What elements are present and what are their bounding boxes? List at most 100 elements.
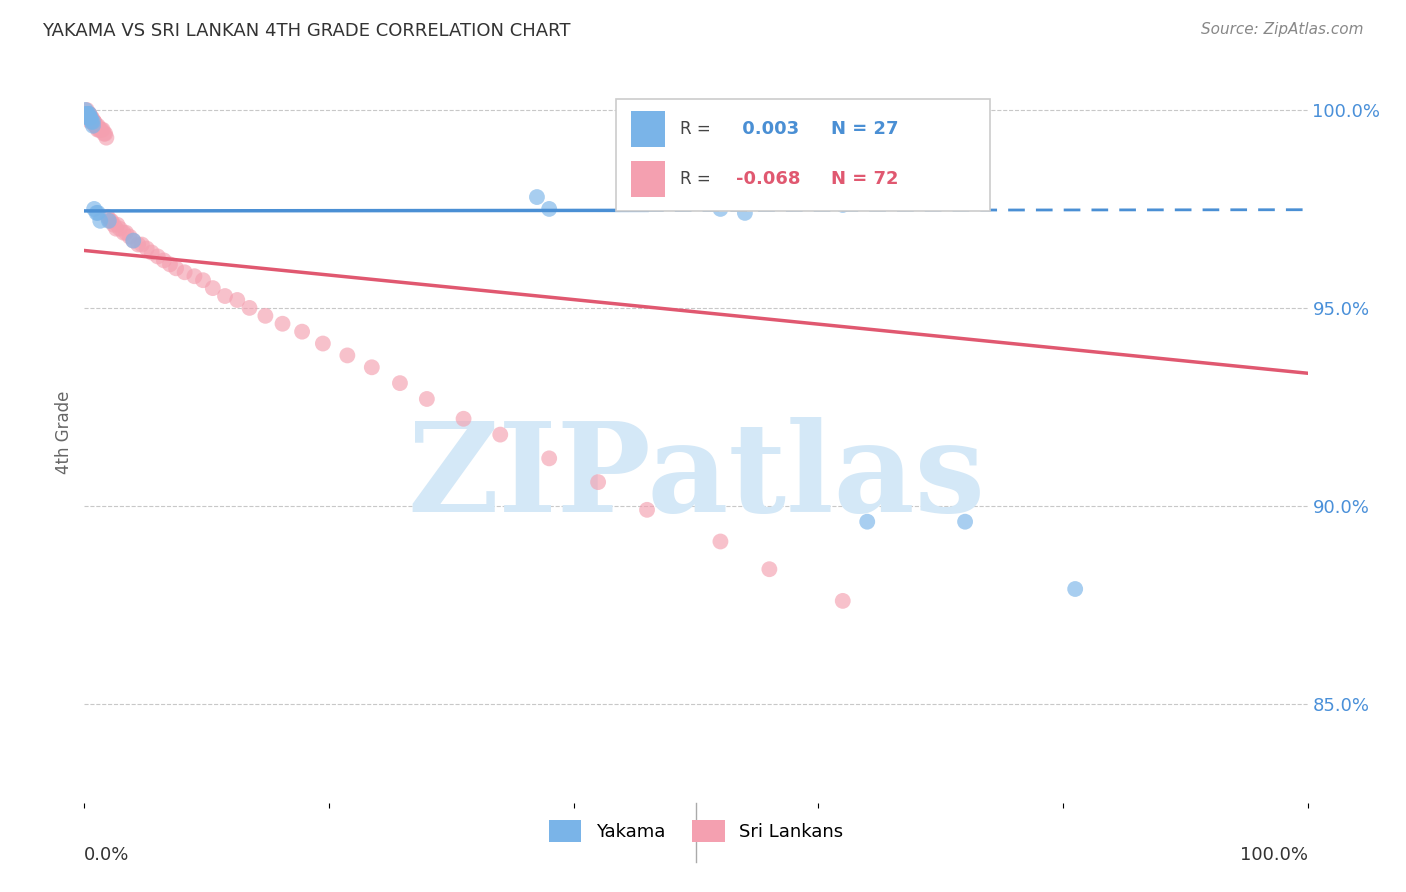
Point <box>80 111 103 125</box>
Point <box>191 273 214 287</box>
Text: -0.068: -0.068 <box>737 170 801 188</box>
Y-axis label: 4th Grade: 4th Grade <box>55 391 73 475</box>
Bar <box>631 161 665 197</box>
Point <box>87 206 110 220</box>
Text: 0.003: 0.003 <box>737 120 800 138</box>
Point <box>214 289 236 303</box>
Point <box>100 214 122 228</box>
FancyBboxPatch shape <box>616 99 990 211</box>
Point <box>201 281 224 295</box>
Text: YAKAMA VS SRI LANKAN 4TH GRADE CORRELATION CHART: YAKAMA VS SRI LANKAN 4TH GRADE CORRELATI… <box>42 22 571 40</box>
Point <box>105 218 128 232</box>
Point <box>388 376 411 391</box>
Point <box>165 261 187 276</box>
Point <box>97 214 120 228</box>
Point <box>254 309 277 323</box>
Point <box>586 475 609 489</box>
Point <box>91 122 114 136</box>
Point <box>84 119 107 133</box>
Point <box>77 107 100 121</box>
Point <box>489 427 512 442</box>
Point <box>153 253 176 268</box>
Text: R =: R = <box>681 120 711 138</box>
Point <box>87 122 110 136</box>
Point <box>526 190 548 204</box>
Point <box>453 411 475 425</box>
Point <box>709 534 731 549</box>
Text: 100.0%: 100.0% <box>1240 847 1308 864</box>
Point <box>86 206 108 220</box>
Point <box>173 265 195 279</box>
Point <box>77 107 100 121</box>
Point <box>87 122 110 136</box>
Point <box>416 392 439 406</box>
Point <box>856 515 879 529</box>
Text: ZIPatlas: ZIPatlas <box>406 417 986 538</box>
Point <box>105 221 128 235</box>
Point <box>83 115 105 129</box>
Point <box>77 111 100 125</box>
Point <box>79 111 101 125</box>
Point <box>83 115 105 129</box>
Text: 0.0%: 0.0% <box>84 847 129 864</box>
Point <box>226 293 249 307</box>
Point <box>82 115 104 129</box>
Point <box>135 242 157 256</box>
Point <box>122 234 145 248</box>
Point <box>84 119 107 133</box>
Point <box>89 214 111 228</box>
Point <box>538 451 561 466</box>
Point <box>80 111 103 125</box>
Point <box>115 226 138 240</box>
Point <box>79 111 101 125</box>
Point <box>82 119 104 133</box>
Point <box>538 202 561 216</box>
Point <box>238 301 260 315</box>
Point <box>86 119 108 133</box>
Point <box>79 111 101 125</box>
Point <box>709 202 731 216</box>
Point <box>636 503 658 517</box>
Point <box>734 206 756 220</box>
Point <box>79 115 101 129</box>
Point <box>831 594 853 608</box>
Point <box>831 198 853 212</box>
Point <box>77 107 100 121</box>
Point <box>80 115 103 129</box>
Point <box>108 221 131 235</box>
Point <box>76 107 98 121</box>
Point <box>360 360 382 375</box>
Point <box>131 237 153 252</box>
Point <box>141 245 163 260</box>
Point <box>83 202 105 216</box>
Point <box>89 122 111 136</box>
Text: R =: R = <box>681 170 711 188</box>
Point <box>79 111 101 125</box>
Point <box>76 107 98 121</box>
Point <box>75 103 97 117</box>
Point <box>122 234 145 248</box>
Point <box>77 107 100 121</box>
Point <box>76 107 98 121</box>
Point <box>312 336 335 351</box>
Point <box>159 257 181 271</box>
Point <box>820 190 842 204</box>
Point <box>98 214 121 228</box>
Point <box>1064 582 1087 596</box>
Point <box>77 107 100 121</box>
Legend: Yakama, Sri Lankans: Yakama, Sri Lankans <box>541 813 851 849</box>
Point <box>76 103 98 117</box>
Point <box>93 127 115 141</box>
Text: N = 27: N = 27 <box>831 120 898 138</box>
Point <box>87 119 110 133</box>
Text: N = 72: N = 72 <box>831 170 898 188</box>
Point <box>183 269 205 284</box>
Point <box>112 226 135 240</box>
Point <box>96 130 118 145</box>
Point <box>82 115 104 129</box>
Point <box>97 210 120 224</box>
Point <box>146 249 169 263</box>
Point <box>77 111 100 125</box>
Point <box>336 348 359 362</box>
Point <box>103 218 125 232</box>
